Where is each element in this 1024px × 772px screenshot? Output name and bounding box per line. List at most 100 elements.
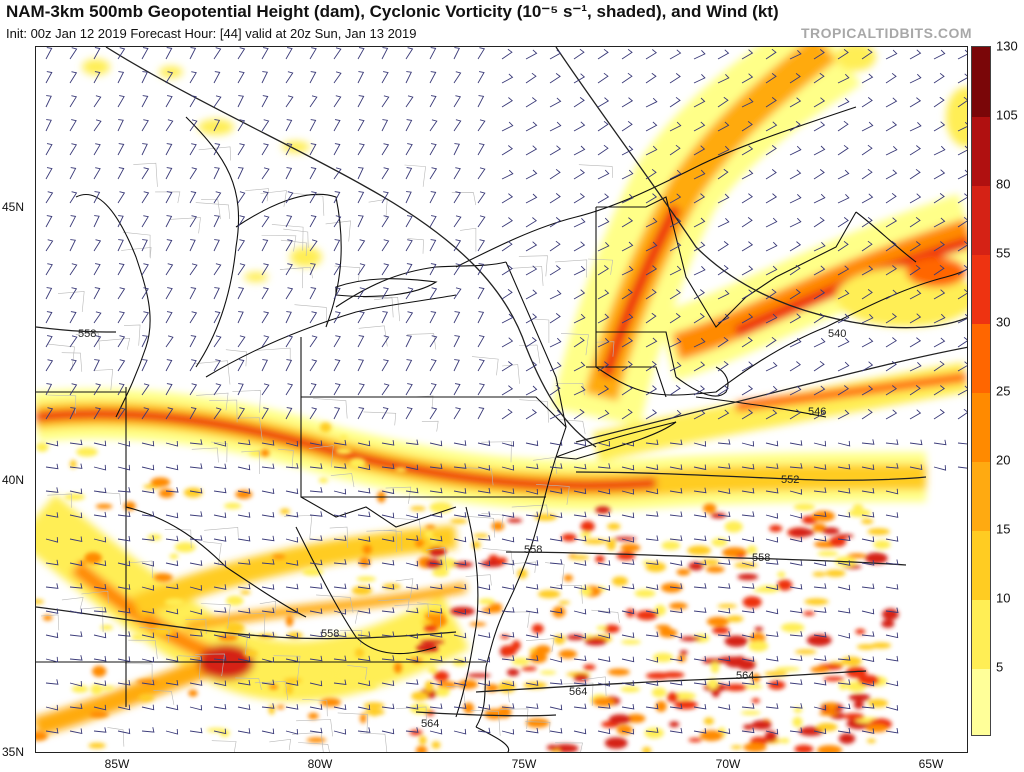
county-line: [340, 610, 359, 624]
wind-barb: [813, 216, 825, 228]
vorticity-speckle: [393, 662, 402, 674]
county-line: [533, 457, 558, 474]
wind-barb: [45, 559, 59, 566]
wind-barb: [285, 167, 293, 180]
wind-barb: [669, 96, 681, 108]
wind-barb: [765, 265, 778, 276]
wind-barb: [357, 407, 365, 420]
wind-barb: [477, 704, 491, 710]
wind-barb: [669, 384, 681, 396]
vorticity-speckle: [92, 665, 107, 677]
wind-barb: [837, 488, 851, 494]
wind-barb: [69, 560, 83, 567]
wind-barb: [117, 631, 131, 637]
wind-barb: [429, 440, 443, 447]
wind-barb: [285, 463, 299, 469]
wind-barb: [765, 487, 779, 494]
vorticity-speckle: [432, 568, 450, 577]
wind-barb: [717, 607, 731, 614]
wind-barb: [669, 337, 682, 348]
wind-barb: [189, 680, 203, 686]
wind-barb: [621, 464, 635, 471]
wind-barb: [285, 440, 299, 447]
wind-barb: [885, 655, 899, 662]
vorticity-speckle: [642, 746, 652, 752]
wind-barb: [861, 361, 874, 372]
wind-barb: [765, 361, 778, 372]
vorticity-speckle: [613, 536, 637, 541]
vorticity-speckle: [423, 624, 439, 632]
wind-barb: [621, 512, 635, 519]
wind-barb: [165, 583, 179, 590]
wind-barb: [717, 193, 730, 204]
vorticity-speckle: [855, 628, 866, 635]
county-line: [283, 228, 309, 248]
wind-barb: [693, 385, 706, 396]
wind-barb: [117, 441, 131, 447]
wind-barb: [189, 263, 198, 276]
wind-barb: [597, 241, 610, 252]
wind-barb: [741, 536, 755, 543]
wind-barb: [141, 359, 148, 372]
vorticity-speckle: [424, 530, 434, 539]
wind-barb: [165, 47, 173, 60]
wind-barb: [261, 287, 269, 300]
wind-barb: [909, 168, 921, 180]
wind-barb: [837, 289, 850, 300]
wind-barb: [93, 680, 107, 686]
wind-barb: [93, 359, 100, 372]
wind-barb: [669, 193, 682, 204]
vorticity-speckle: [730, 745, 743, 750]
wind-barb: [597, 48, 609, 60]
vorticity-speckle: [679, 650, 688, 656]
wind-barb: [189, 560, 203, 566]
wind-barb: [453, 608, 467, 615]
wind-barb: [477, 95, 485, 108]
wind-barb: [381, 143, 390, 156]
wind-barb: [309, 407, 318, 420]
wind-barb: [861, 97, 873, 108]
colorbar-tick-label: 55: [996, 245, 1011, 261]
wind-barb: [933, 121, 946, 132]
county-line: [560, 333, 589, 356]
wind-barb: [645, 584, 659, 590]
vorticity-speckle: [521, 666, 537, 671]
wind-barb: [477, 680, 491, 687]
vorticity-speckle: [607, 523, 621, 530]
colorbar-segment: [972, 116, 990, 186]
wind-barb: [669, 73, 681, 84]
vorticity-speckle: [606, 538, 616, 551]
wind-barb: [141, 727, 155, 733]
wind-barb: [429, 655, 443, 662]
county-line: [120, 560, 153, 579]
wind-barb: [213, 359, 221, 372]
wind-barb: [645, 49, 657, 60]
wind-barb: [453, 632, 467, 639]
wind-barb: [525, 169, 538, 180]
wind-barb: [477, 535, 491, 541]
wind-barb: [909, 464, 923, 470]
wind-barb: [453, 191, 462, 204]
wind-barb: [501, 441, 515, 447]
vorticity-speckle: [661, 541, 681, 550]
wind-barb: [405, 287, 414, 300]
wind-barb: [621, 48, 633, 60]
wind-barb: [405, 119, 413, 132]
wind-barb: [117, 704, 131, 711]
wind-barb: [357, 167, 364, 180]
wind-barb: [117, 607, 131, 614]
wind-barb: [285, 335, 294, 348]
vorticity-speckle: [409, 703, 430, 714]
wind-barb: [477, 560, 491, 567]
wind-barb: [45, 583, 59, 589]
vorticity-speckle: [153, 573, 173, 582]
wind-barb: [333, 728, 347, 735]
wind-barb: [477, 383, 485, 396]
wind-barb: [381, 47, 389, 60]
county-line: [555, 259, 588, 278]
vorticity-speckle: [817, 551, 839, 557]
wind-barb: [621, 120, 633, 132]
wind-barb: [693, 241, 706, 252]
map-plot-area[interactable]: 558 540 546 552 558 558 558 564 564 564: [35, 46, 968, 753]
wind-barb: [717, 121, 730, 132]
